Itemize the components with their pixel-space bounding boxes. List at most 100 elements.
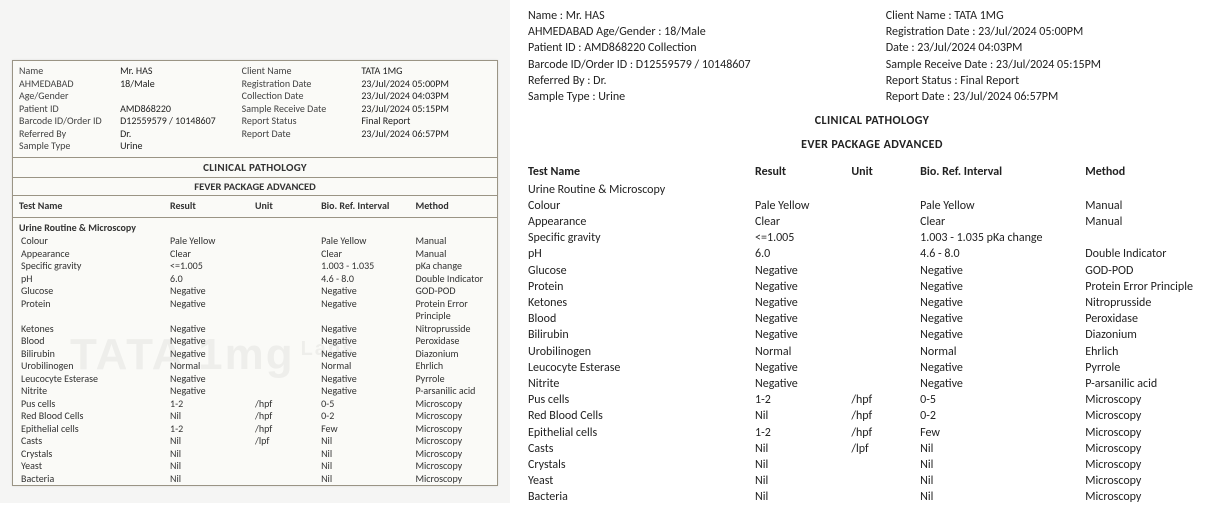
cell-name: Casts	[19, 435, 170, 448]
cell-unit	[851, 198, 920, 214]
table-row: NitriteNegativeNegativeP-arsanilic acid	[13, 385, 497, 398]
col-test: Test Name	[528, 164, 755, 180]
cell-unit	[851, 214, 920, 230]
cell-ref: Normal	[920, 344, 1085, 360]
table-row: GlucoseNegativeNegativeGOD-POD	[528, 263, 1216, 279]
table-row: YeastNilNilMicroscopy	[13, 460, 497, 473]
cell-unit	[851, 311, 920, 327]
cell-unit	[851, 344, 920, 360]
cell-result: Pale Yellow	[170, 235, 255, 248]
cell-ref: 0-5	[920, 392, 1085, 408]
value: TATA 1MG	[361, 65, 491, 78]
cell-unit	[255, 460, 321, 473]
cell-method: Nitroprusside	[1085, 295, 1216, 311]
cell-name: Nitrite	[19, 385, 170, 398]
cell-name: Bilirubin	[528, 327, 755, 343]
dept-title: CLINICAL PATHOLOGY	[13, 158, 497, 179]
cell-name: Leucocyte Esterase	[528, 360, 755, 376]
cell-unit	[851, 230, 920, 246]
cell-result: Nil	[170, 460, 255, 473]
cell-unit	[255, 448, 321, 461]
cell-name: Glucose	[528, 263, 755, 279]
cell-unit	[851, 376, 920, 392]
cell-method: Microscopy	[1085, 392, 1216, 408]
cell-result: Clear	[755, 214, 851, 230]
cell-ref: Negative	[321, 285, 415, 298]
table-row: Pus cells1-2/hpf0-5Microscopy	[528, 392, 1216, 408]
cell-result: Negative	[170, 285, 255, 298]
cell-ref: Negative	[321, 298, 415, 323]
label: Report Date	[242, 128, 362, 141]
cell-unit	[851, 327, 920, 343]
cell-result: Nil	[170, 448, 255, 461]
value: D12559579 / 10148607	[120, 115, 230, 128]
scanned-report-panel: TATA 1mgLabs NameMr. HAS AHMEDABAD Age/G…	[0, 0, 510, 503]
cell-result: Negative	[755, 327, 851, 343]
cell-unit	[851, 246, 920, 262]
table-row: AppearanceClearClearManual	[528, 214, 1216, 230]
cell-unit	[255, 260, 321, 273]
cell-ref: 0-2	[321, 410, 415, 423]
cell-name: Red Blood Cells	[528, 408, 755, 424]
cell-name: Blood	[19, 335, 170, 348]
section-title: Urine Routine & Microscopy	[13, 218, 497, 236]
hdr-line: Date : 23/Jul/2024 04:03PM	[886, 40, 1216, 56]
cell-result: Normal	[755, 344, 851, 360]
hdr-line: Referred By : Dr.	[528, 73, 886, 89]
label: Sample Type	[19, 140, 120, 153]
label: Name	[19, 65, 120, 78]
cell-ref: Negative	[321, 335, 415, 348]
col-unit: Unit	[851, 164, 920, 180]
cell-method	[1085, 230, 1216, 246]
cell-unit	[255, 273, 321, 286]
cell-unit	[255, 385, 321, 398]
cell-result: <=1.005	[755, 230, 851, 246]
cell-method: P-arsanilic acid	[1085, 376, 1216, 392]
table-row: BloodNegativeNegativePeroxidase	[13, 335, 497, 348]
cell-ref: Negative	[920, 295, 1085, 311]
cell-name: Glucose	[19, 285, 170, 298]
cell-result: Negative	[755, 311, 851, 327]
cell-ref: Few	[920, 425, 1085, 441]
cell-unit	[255, 248, 321, 261]
cell-name: Blood	[528, 311, 755, 327]
cell-method: Microscopy	[1085, 441, 1216, 457]
cell-result: 6.0	[755, 246, 851, 262]
table-row: ColourPale YellowPale YellowManual	[528, 198, 1216, 214]
section-title: Urine Routine & Microscopy	[528, 182, 1216, 198]
cell-method: Double Indicator	[1085, 246, 1216, 262]
cell-method: Microscopy	[1085, 408, 1216, 424]
cell-result: Negative	[170, 385, 255, 398]
cell-ref: Nil	[920, 473, 1085, 489]
table-row: Red Blood CellsNil/hpf0-2Microscopy	[528, 408, 1216, 424]
cell-ref: Negative	[920, 376, 1085, 392]
value: Final Report	[361, 115, 491, 128]
col-result: Result	[170, 200, 255, 213]
value: Mr. HAS	[120, 65, 230, 78]
cell-ref: Nil	[321, 473, 415, 486]
cell-result: Nil	[170, 410, 255, 423]
table-row: ProteinNegativeNegativeProtein Error Pri…	[13, 298, 497, 323]
cell-method: Protein Error Principle	[1085, 279, 1216, 295]
cell-result: Negative	[755, 360, 851, 376]
col-ref: Bio. Ref. Interval	[920, 164, 1085, 180]
cell-ref: Clear	[920, 214, 1085, 230]
cell-ref: Pale Yellow	[920, 198, 1085, 214]
cell-method: P-arsanilic acid	[415, 385, 491, 398]
label: AHMEDABAD Age/Gender	[19, 78, 120, 103]
cell-method: Microscopy	[1085, 425, 1216, 441]
cell-method: Protein Error Principle	[415, 298, 491, 323]
table-row: BloodNegativeNegativePeroxidase	[528, 311, 1216, 327]
label: Report Status	[242, 115, 362, 128]
cell-method: pKa change	[415, 260, 491, 273]
cell-unit	[255, 348, 321, 361]
hdr-line: Report Status : Final Report	[886, 73, 1216, 89]
cell-name: Appearance	[528, 214, 755, 230]
col-ref: Bio. Ref. Interval	[321, 200, 415, 213]
hdr-line: Client Name : TATA 1MG	[886, 8, 1216, 24]
cell-result: Nil	[170, 435, 255, 448]
hdr-line: Barcode ID/Order ID : D12559579 / 101486…	[528, 57, 886, 73]
cell-unit	[851, 360, 920, 376]
cell-result: Nil	[755, 457, 851, 473]
table-row: UrobilinogenNormalNormalEhrlich	[528, 344, 1216, 360]
